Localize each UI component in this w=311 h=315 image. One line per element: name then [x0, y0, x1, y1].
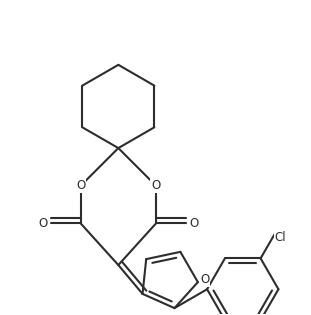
- Text: O: O: [151, 179, 160, 192]
- Text: O: O: [200, 273, 209, 286]
- Text: O: O: [76, 179, 85, 192]
- Text: Cl: Cl: [275, 231, 286, 244]
- Text: O: O: [189, 217, 198, 230]
- Text: O: O: [38, 217, 48, 230]
